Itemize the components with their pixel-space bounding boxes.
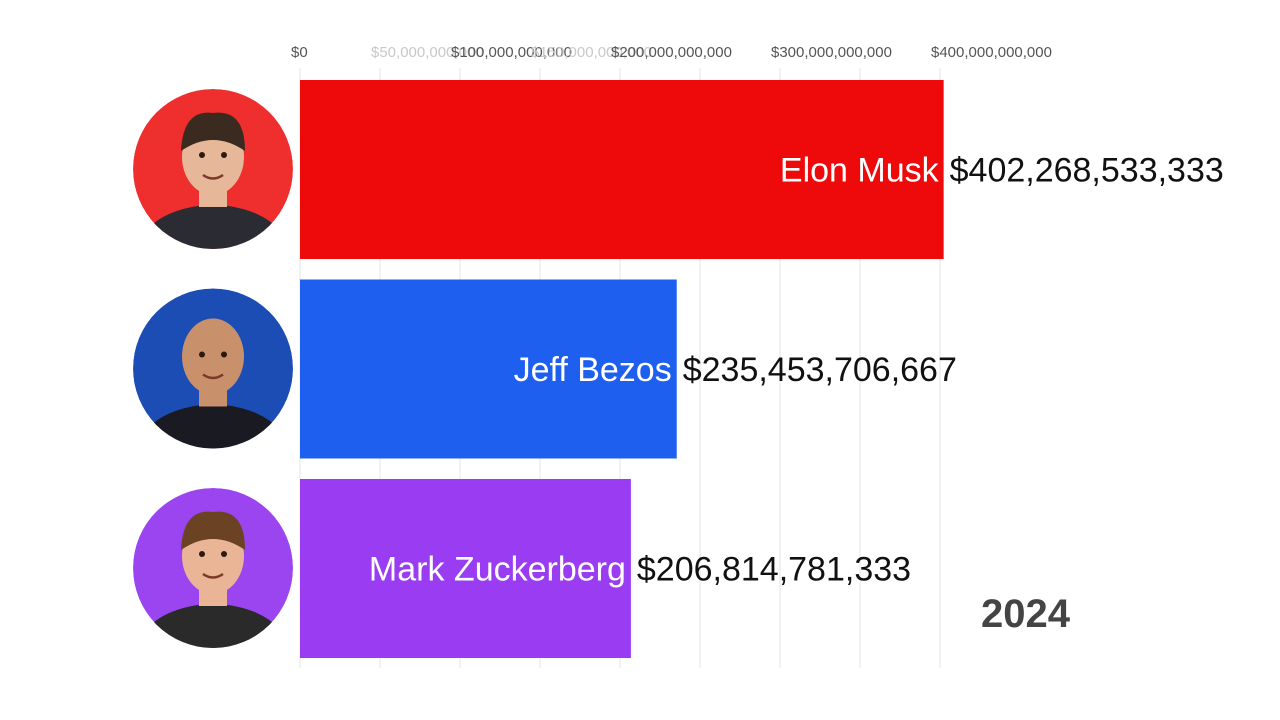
x-tick-label: $150,000,000,000 — [531, 44, 652, 61]
bar-value-label: $206,814,781,333 — [637, 551, 911, 589]
avatar-shoulders — [135, 604, 291, 648]
bar-name-label: Jeff Bezos — [514, 351, 672, 389]
x-tick-label: $50,000,000,000 — [371, 44, 484, 61]
avatar-shoulders — [135, 404, 291, 449]
avatar-eye — [199, 551, 205, 557]
bar-group: Elon Musk $402,268,533,333 — [300, 80, 1224, 259]
avatar-mouth — [202, 173, 224, 180]
x-tick-label: $400,000,000,000 — [931, 44, 1052, 61]
avatar-eye — [221, 152, 227, 158]
x-tick-label: $200,000,000,000 — [611, 44, 732, 61]
x-tick-label: $100,000,000,000 — [451, 44, 572, 61]
avatar-eye — [221, 351, 227, 358]
x-axis-ticks: $0 $50,000,000,000$100,000,000,000$150,00… — [291, 44, 1052, 61]
x-tick-label: $0 — [291, 44, 308, 61]
avatar-portrait — [133, 89, 293, 249]
avatar-hair — [181, 112, 245, 151]
bars: Elon Musk $402,268,533,333 Jeff Bezos $235,… — [300, 80, 1224, 658]
bar-group: Jeff Bezos $235,453,706,667 — [300, 279, 957, 459]
avatar-head — [182, 318, 244, 395]
avatar-mouth — [202, 572, 224, 579]
bar-value-label: $402,268,533,333 — [950, 152, 1224, 190]
bar — [300, 279, 677, 459]
avatar-portrait — [133, 288, 293, 449]
bar-name-label: Mark Zuckerberg — [369, 551, 626, 589]
avatar-mouth — [202, 373, 224, 380]
avatars — [133, 89, 293, 648]
period-label: 2024 — [981, 592, 1071, 636]
avatar-shoulders — [135, 205, 291, 249]
avatar-eye — [199, 152, 205, 158]
avatar-eye — [221, 551, 227, 557]
bar-name-label: Elon Musk — [780, 152, 940, 190]
bar-value-label: $235,453,706,667 — [683, 351, 957, 389]
bar — [300, 80, 944, 259]
avatar-portrait — [133, 488, 293, 648]
avatar-hair — [181, 511, 245, 550]
bar-group: Mark Zuckerberg $206,814,781,333 — [300, 479, 911, 658]
avatar-eye — [199, 351, 205, 358]
x-tick-label: $300,000,000,000 — [771, 44, 892, 61]
bar — [300, 479, 631, 658]
